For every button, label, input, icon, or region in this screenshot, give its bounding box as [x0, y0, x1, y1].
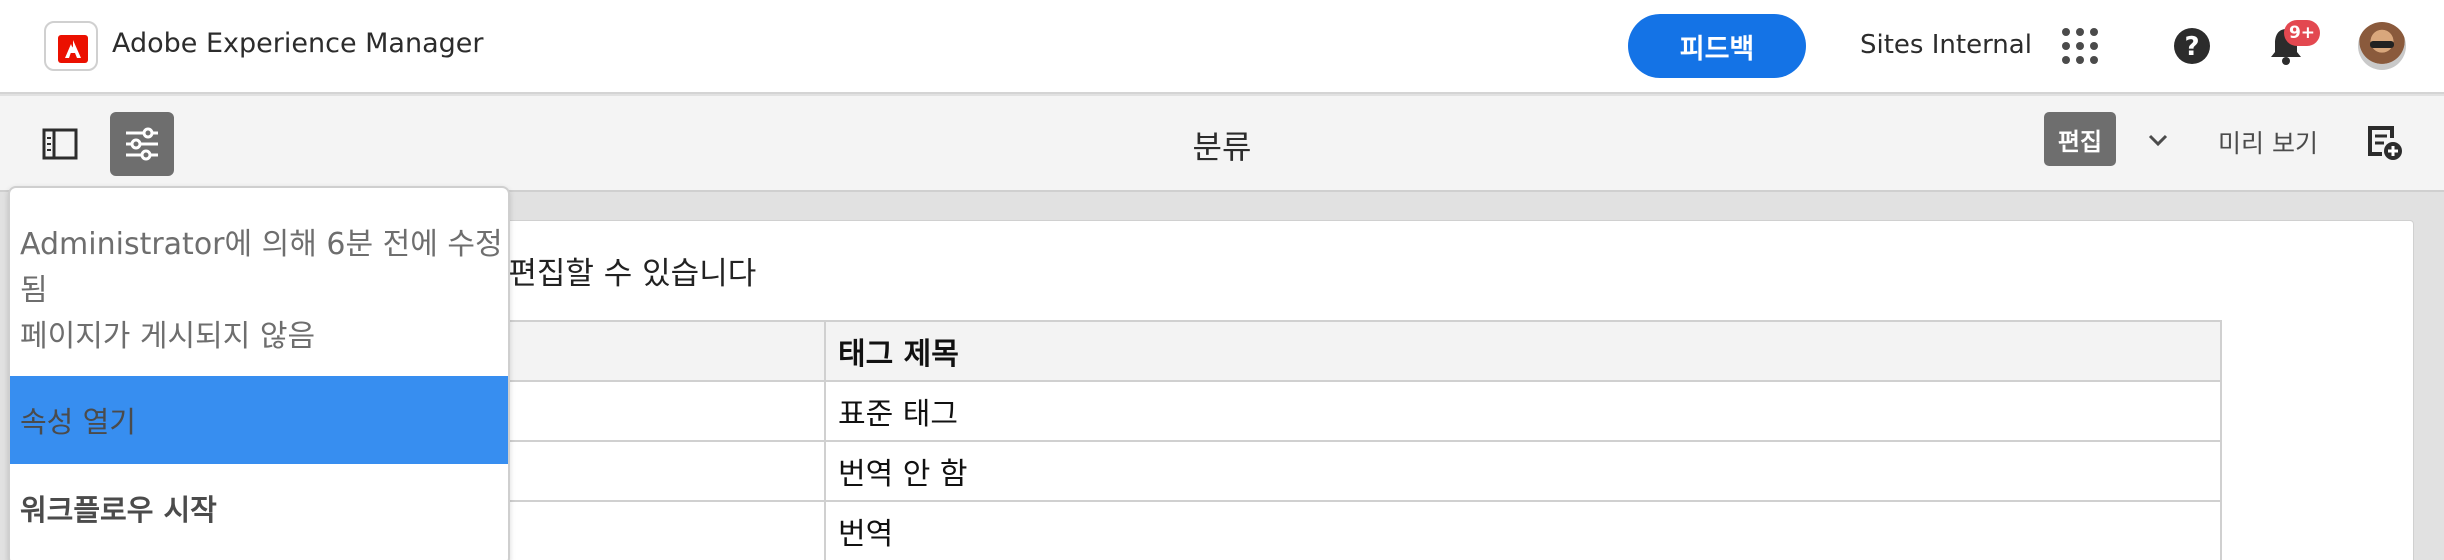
preview-button[interactable]: 미리 보기: [2218, 129, 2318, 158]
intro-text: 서 편집할 수 있습니다: [470, 256, 757, 292]
menu-item-open-properties[interactable]: 속성 열기: [10, 376, 508, 464]
feedback-button[interactable]: 피드백: [1628, 14, 1806, 78]
table-cell: [470, 380, 826, 442]
side-panel-toggle-icon: [42, 128, 78, 160]
org-switcher[interactable]: Sites Internal: [1860, 30, 2032, 60]
page-information-icon: [126, 127, 158, 161]
page-title: 분류: [1192, 128, 1252, 166]
table-row: 번역 안 함: [470, 440, 2222, 502]
apps-grid-icon[interactable]: [2060, 26, 2100, 70]
svg-text:?: ?: [2184, 32, 2199, 62]
shell-bar: Adobe Experience Manager 피드백 Sites Inter…: [0, 0, 2444, 94]
side-panel-toggle-button[interactable]: [28, 112, 92, 176]
table-header-cell: 태그 제목: [824, 320, 2222, 382]
annotate-icon[interactable]: [2364, 122, 2404, 166]
table-row: 번역: [470, 500, 2222, 560]
table-header-row: 태그 제목: [470, 320, 2222, 382]
table-header-cell: [470, 320, 826, 382]
table-cell: [470, 500, 826, 560]
tags-table: 태그 제목 표준 태그 번역 안 함 번역: [470, 320, 2222, 560]
notification-badge: 9+: [2284, 20, 2320, 46]
editor-toolbar: 분류 편집 미리 보기: [0, 96, 2444, 192]
adobe-logo[interactable]: [44, 21, 98, 71]
menu-item-start-workflow[interactable]: 워크플로우 시작: [20, 493, 217, 527]
page-information-button[interactable]: [110, 112, 174, 176]
table-cell: 번역: [824, 500, 2222, 560]
table-cell: [470, 440, 826, 502]
modified-by-text: Administrator에 의해 6분 전에 수정: [20, 227, 503, 262]
edit-mode-button[interactable]: 편집: [2044, 112, 2116, 166]
table-cell: 번역 안 함: [824, 440, 2222, 502]
publish-status-text: 페이지가 게시되지 않음: [20, 319, 316, 354]
help-icon[interactable]: ?: [2172, 26, 2212, 70]
page-information-popover: Administrator에 의해 6분 전에 수정 됨 페이지가 게시되지 않…: [8, 186, 510, 560]
modified-by-text-continued: 됨: [20, 273, 48, 308]
table-cell: 표준 태그: [824, 380, 2222, 442]
user-avatar[interactable]: [2358, 22, 2406, 70]
chevron-down-icon[interactable]: [2144, 126, 2172, 158]
page-status-info: Administrator에 의해 6분 전에 수정 됨 페이지가 게시되지 않…: [20, 222, 508, 360]
table-row: 표준 태그: [470, 380, 2222, 442]
adobe-logo-icon: [58, 35, 88, 63]
app-title[interactable]: Adobe Experience Manager: [112, 28, 484, 59]
